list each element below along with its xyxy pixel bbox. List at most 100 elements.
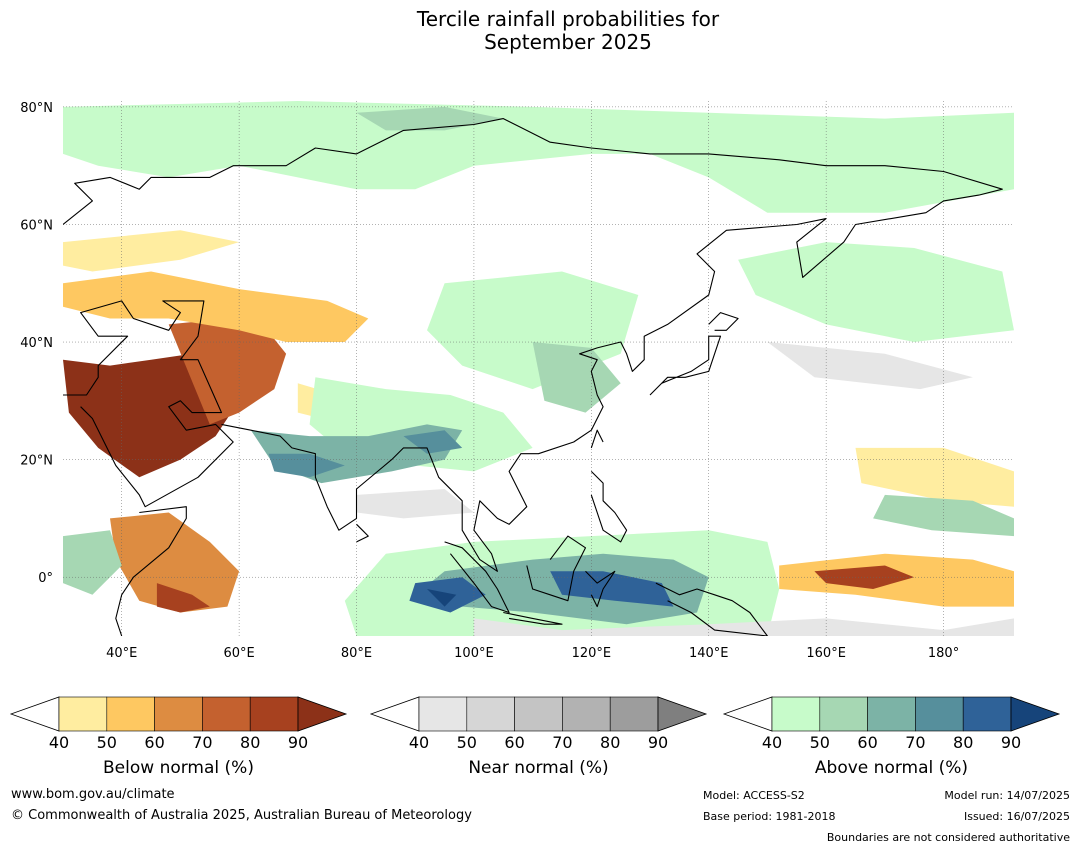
footer-base-period: Base period: 1981-2018 xyxy=(703,810,836,823)
coastline xyxy=(444,541,510,614)
longitude-label: 60°E xyxy=(223,646,254,661)
colorbar-tick-label: 90 xyxy=(288,733,308,752)
colorbar-segment xyxy=(771,696,821,732)
colorbar-tick-label: 60 xyxy=(504,733,524,752)
below-normal-region-40 xyxy=(855,447,1014,507)
coastlines xyxy=(63,118,1003,636)
below-normal-region-50 xyxy=(63,271,369,342)
below-normal-region-80 xyxy=(156,583,210,613)
above-normal-region-50 xyxy=(532,342,621,413)
coastline xyxy=(63,300,234,508)
colorbar-segment xyxy=(962,696,1012,732)
footer-website: www.bom.gov.au/climate xyxy=(11,787,175,802)
coastline xyxy=(708,312,739,331)
colorbar-tick-label: 80 xyxy=(953,733,973,752)
colorbar-segment xyxy=(819,696,868,732)
colorbar-tick-label: 40 xyxy=(409,733,429,752)
above-normal-region-70 xyxy=(403,430,463,454)
colorbar-tick-label: 60 xyxy=(144,733,164,752)
colorbar-tick-label: 50 xyxy=(457,733,477,752)
footer-model-run: Model run: 14/07/2025 xyxy=(944,789,1070,802)
near-normal-region-40 xyxy=(356,489,474,519)
latitude-label: 0° xyxy=(38,571,53,586)
above-normal-region-40 xyxy=(738,242,1014,342)
longitude-label: 140°E xyxy=(689,646,729,661)
coastline xyxy=(526,535,587,602)
latitude-label: 80°N xyxy=(20,101,53,116)
above-normal-region-90 xyxy=(427,589,457,607)
above-normal-region-50 xyxy=(356,106,504,131)
above-normal-region-40 xyxy=(63,101,1014,213)
coastline xyxy=(585,570,616,608)
coastline xyxy=(115,506,187,636)
colorbar-over-triangle xyxy=(1010,696,1061,732)
coastline xyxy=(503,611,563,625)
colorbar-near: 40 50 60 70 80 90 xyxy=(369,696,708,752)
coastline xyxy=(590,429,604,449)
colorbar-segment xyxy=(915,696,964,732)
colorbar-tick-label: 90 xyxy=(648,733,668,752)
coastline xyxy=(649,335,722,396)
colorbar-segment xyxy=(154,696,203,732)
colorbar-segment xyxy=(58,696,108,732)
near-normal-region-40 xyxy=(767,342,973,390)
colorbar-under-triangle xyxy=(9,696,60,732)
colorbar-title-near: Near normal (%) xyxy=(468,758,609,778)
colorbar-tick-label: 50 xyxy=(810,733,830,752)
above-normal-region-70 xyxy=(268,453,345,478)
colorbar-segment xyxy=(202,696,251,732)
longitude-label: 180° xyxy=(928,646,959,661)
footer-model: Model: ACCESS-S2 xyxy=(703,789,805,802)
colorbar-tick-label: 40 xyxy=(49,733,69,752)
coastline xyxy=(63,118,1003,572)
footer-boundaries-note: Boundaries are not considered authoritat… xyxy=(826,831,1070,844)
map-title: Tercile rainfall probabilities for Septe… xyxy=(0,8,1081,54)
colorbar-segment xyxy=(106,696,155,732)
latitude-label: 40°N xyxy=(20,336,53,351)
colorbar-tick-label: 40 xyxy=(762,733,782,752)
latitude-label: 60°N xyxy=(20,218,53,233)
footer-copyright: © Commonwealth of Australia 2025, Austra… xyxy=(11,808,472,823)
colorbar-segment xyxy=(466,696,515,732)
rainfall-regions xyxy=(63,101,1014,636)
colorbar-tick-label: 90 xyxy=(1001,733,1021,752)
above-normal-region-50 xyxy=(63,530,122,595)
colorbar-segment xyxy=(249,696,299,732)
below-normal-region-60 xyxy=(110,512,240,613)
colorbar-segment xyxy=(514,696,563,732)
colorbar-tick-label: 60 xyxy=(857,733,877,752)
longitude-label: 120°E xyxy=(572,646,612,661)
coastline xyxy=(590,471,628,543)
longitude-label: 160°E xyxy=(806,646,846,661)
colorbar-title-above: Above normal (%) xyxy=(814,758,969,778)
colorbar-over-triangle xyxy=(657,696,708,732)
map-title-line2: September 2025 xyxy=(484,30,652,54)
below-normal-region-40 xyxy=(63,230,240,272)
coastline xyxy=(356,523,369,543)
colorbar-segment xyxy=(562,696,611,732)
colorbar-tick-label: 70 xyxy=(192,733,212,752)
longitude-label: 100°E xyxy=(454,646,494,661)
colorbar-tick-label: 80 xyxy=(600,733,620,752)
colorbar-over-triangle xyxy=(297,696,348,732)
footer-issued: Issued: 16/07/2025 xyxy=(963,810,1070,823)
colorbar-under-triangle xyxy=(722,696,773,732)
colorbars: 40 50 60 70 80 90 40 50 60 70 80 90 40 50 60 70 80 90 xyxy=(9,696,1061,752)
colorbar-segment xyxy=(418,696,468,732)
longitude-label: 80°E xyxy=(341,646,372,661)
colorbar-below: 40 50 60 70 80 90 xyxy=(9,696,348,752)
colorbar-segment xyxy=(609,696,659,732)
map-axes: 80°N 60°N 40°N 20°N 0° 40°E 60°E 80°E 100°E 120°E… xyxy=(20,101,959,661)
above-normal-region-80 xyxy=(550,571,674,607)
colorbar-tick-label: 70 xyxy=(905,733,925,752)
colorbar-title-below: Below normal (%) xyxy=(103,758,254,778)
map-title-line1: Tercile rainfall probabilities for xyxy=(416,7,720,31)
colorbar-segment xyxy=(867,696,916,732)
latitude-label: 20°N xyxy=(20,454,53,469)
near-normal-region-40 xyxy=(473,618,1014,636)
coastline xyxy=(655,582,768,636)
colorbar-tick-label: 80 xyxy=(240,733,260,752)
colorbar-under-triangle xyxy=(369,696,420,732)
below-normal-region-70 xyxy=(168,318,287,425)
